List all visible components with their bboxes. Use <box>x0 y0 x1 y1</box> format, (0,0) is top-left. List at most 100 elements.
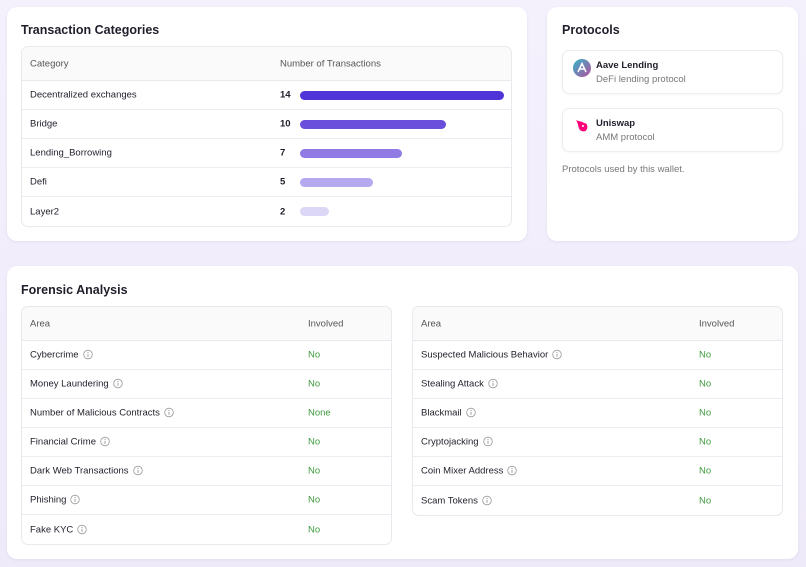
category-name: Layer2 <box>30 206 60 217</box>
area-name: Phishing <box>30 494 67 506</box>
involved-value: No <box>699 378 712 390</box>
info-icon[interactable] <box>552 349 562 360</box>
table: Area Involved Cybercrime No Money Laundering… <box>21 306 392 545</box>
card-title: Protocols <box>562 23 620 37</box>
info-icon[interactable] <box>100 436 110 447</box>
table-row: Financial Crime No <box>22 428 391 457</box>
table-row: Decentralized exchanges 14 <box>22 81 511 110</box>
info-icon[interactable] <box>164 407 174 418</box>
involved-value: No <box>308 465 321 477</box>
involved-value: No <box>699 436 712 448</box>
area-name: Stealing Attack <box>421 378 484 390</box>
table-row: Dark Web Transactions No <box>22 457 391 486</box>
involved-value: No <box>308 494 321 506</box>
column-header: Area <box>421 318 442 329</box>
area-cell: Number of Malicious Contracts <box>30 408 174 419</box>
protocol-item[interactable]: Uniswap AMM protocol <box>562 108 783 152</box>
column-header: Involved <box>699 318 735 329</box>
protocols-card: Protocols Aave Lending DeFi lending prot… <box>547 7 798 241</box>
transaction-count: 7 <box>280 147 286 159</box>
bar <box>300 91 504 100</box>
info-icon[interactable] <box>507 465 518 476</box>
area-cell: Money Laundering <box>30 379 123 390</box>
forensic-card: Forensic Analysis Area Involved Cybercrime… <box>7 266 798 559</box>
info-icon[interactable] <box>488 378 498 389</box>
area-name: Cybercrime <box>30 349 79 361</box>
area-cell: Scam Tokens <box>421 495 492 506</box>
category-name: Defi <box>30 176 47 188</box>
area-cell: Coin Mixer Address <box>421 465 518 477</box>
table-row: Scam Tokens No <box>413 486 782 515</box>
table-row: Blackmail No <box>413 399 782 428</box>
category-name: Decentralized exchanges <box>30 89 137 101</box>
table-row: Fake KYC No <box>22 515 391 544</box>
involved-value: No <box>699 495 712 506</box>
transaction-count: 5 <box>280 176 286 188</box>
table-row: Phishing No <box>22 486 391 515</box>
table-header: Area Involved <box>413 307 782 341</box>
bar <box>300 207 330 216</box>
table: Area Involved Suspected Malicious Behavior… <box>412 306 783 516</box>
column-header: Area <box>30 318 51 329</box>
area-cell: Fake KYC <box>30 524 87 535</box>
area-cell: Cryptojacking <box>421 437 493 448</box>
protocol-name: Uniswap <box>596 118 636 129</box>
transaction-card: Transaction Categories Category Number o… <box>7 7 527 241</box>
column-header: Number of Transactions <box>280 58 381 69</box>
involved-value: No <box>308 378 321 390</box>
info-icon[interactable] <box>465 407 476 418</box>
involved-value: No <box>699 465 712 477</box>
protocol-description: AMM protocol <box>596 132 655 143</box>
area-name: Coin Mixer Address <box>421 465 504 477</box>
transaction-count: 2 <box>280 206 286 217</box>
protocol-item[interactable]: Aave Lending DeFi lending protocol <box>562 50 783 94</box>
info-icon[interactable] <box>77 524 87 534</box>
area-name: Fake KYC <box>30 524 74 535</box>
column-header: Involved <box>308 318 344 329</box>
table-row: Lending_Borrowing 7 <box>22 139 511 168</box>
category-name: Lending_Borrowing <box>30 147 112 159</box>
involved-value: No <box>308 524 321 535</box>
info-icon[interactable] <box>113 378 123 389</box>
involved-value: No <box>699 349 712 361</box>
area-cell: Cybercrime <box>30 350 93 361</box>
table-row: Suspected Malicious Behavior No <box>413 341 782 370</box>
transaction-count: 10 <box>280 118 291 130</box>
info-icon[interactable] <box>82 349 93 360</box>
area-cell: Suspected Malicious Behavior <box>421 350 562 361</box>
table-row: Bridge 10 <box>22 110 511 139</box>
table-header: Category Number of Transactions <box>22 47 511 81</box>
info-icon[interactable] <box>70 494 81 505</box>
table-row: Cybercrime No <box>22 341 391 370</box>
table-row: Number of Malicious Contracts None <box>22 399 391 428</box>
protocol-name: Aave Lending <box>596 60 659 71</box>
area-cell: Dark Web Transactions <box>30 466 143 477</box>
table-row: Layer2 2 <box>22 197 511 226</box>
area-name: Scam Tokens <box>421 495 478 506</box>
aave-icon <box>573 59 591 77</box>
area-name: Financial Crime <box>30 436 96 448</box>
area-cell: Phishing <box>30 494 81 506</box>
area-cell: Financial Crime <box>30 437 110 448</box>
area-name: Blackmail <box>421 407 462 419</box>
category-name: Bridge <box>30 118 58 130</box>
table-row: Coin Mixer Address No <box>413 457 782 486</box>
info-icon[interactable] <box>482 436 493 447</box>
involved-value: None <box>308 407 331 419</box>
area-cell: Stealing Attack <box>421 379 498 390</box>
bar <box>300 178 373 187</box>
table-row: Money Laundering No <box>22 370 391 399</box>
table: Category Number of Transactions Decentra… <box>21 46 512 227</box>
table-row: Defi 5 <box>22 168 511 197</box>
involved-value: No <box>699 407 712 419</box>
info-icon[interactable] <box>482 495 492 505</box>
involved-value: No <box>308 349 321 361</box>
card-title: Transaction Categories <box>21 23 160 37</box>
info-icon[interactable] <box>132 465 143 476</box>
table-header: Area Involved <box>22 307 391 341</box>
area-name: Number of Malicious Contracts <box>30 407 160 419</box>
bar <box>300 120 446 129</box>
protocol-description: DeFi lending protocol <box>596 74 686 85</box>
card-title: Forensic Analysis <box>21 283 128 297</box>
